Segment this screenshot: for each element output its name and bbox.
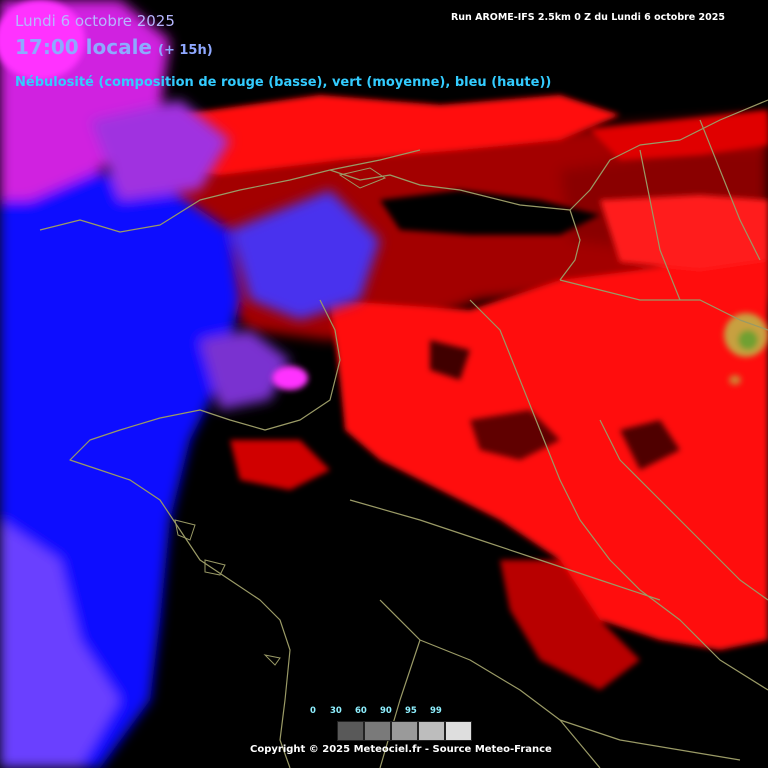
legend-label-5: 99 <box>430 706 442 716</box>
forecast-offset: (+ 15h) <box>158 43 213 58</box>
legend-box-2 <box>391 721 418 741</box>
legend-label-1: 30 <box>330 706 342 716</box>
legend-labels: 0 30 60 90 95 99 <box>310 706 470 718</box>
mixed-cloud-spot <box>0 0 308 390</box>
legend-label-0: 0 <box>310 706 316 716</box>
copyright-notice: Copyright © 2025 Meteociel.fr - Source M… <box>250 744 552 755</box>
coastlines-borders <box>39 99 768 768</box>
legend-box-4 <box>445 721 472 741</box>
model-run-info: Run AROME-IFS 2.5km 0 Z du Lundi 6 octob… <box>450 12 725 23</box>
forecast-time: 17:00 locale (+ 15h) <box>15 37 213 57</box>
mid-cloud-spot <box>724 313 768 385</box>
legend-color-boxes <box>337 721 472 741</box>
parameter-description: Nébulosité (composition de rouge (basse)… <box>15 75 552 90</box>
legend-label-4: 95 <box>405 706 417 716</box>
forecast-date: Lundi 6 octobre 2025 <box>15 12 175 30</box>
legend-box-0 <box>337 721 364 741</box>
cloud-cover-legend: 0 30 60 90 95 99 <box>310 706 472 741</box>
islands <box>174 167 387 666</box>
legend-box-1 <box>364 721 391 741</box>
legend-label-2: 60 <box>355 706 367 716</box>
legend-label-3: 90 <box>380 706 392 716</box>
clear-sky-patches <box>380 190 680 470</box>
legend-box-3 <box>418 721 445 741</box>
forecast-time-value: 17:00 locale <box>15 35 152 59</box>
